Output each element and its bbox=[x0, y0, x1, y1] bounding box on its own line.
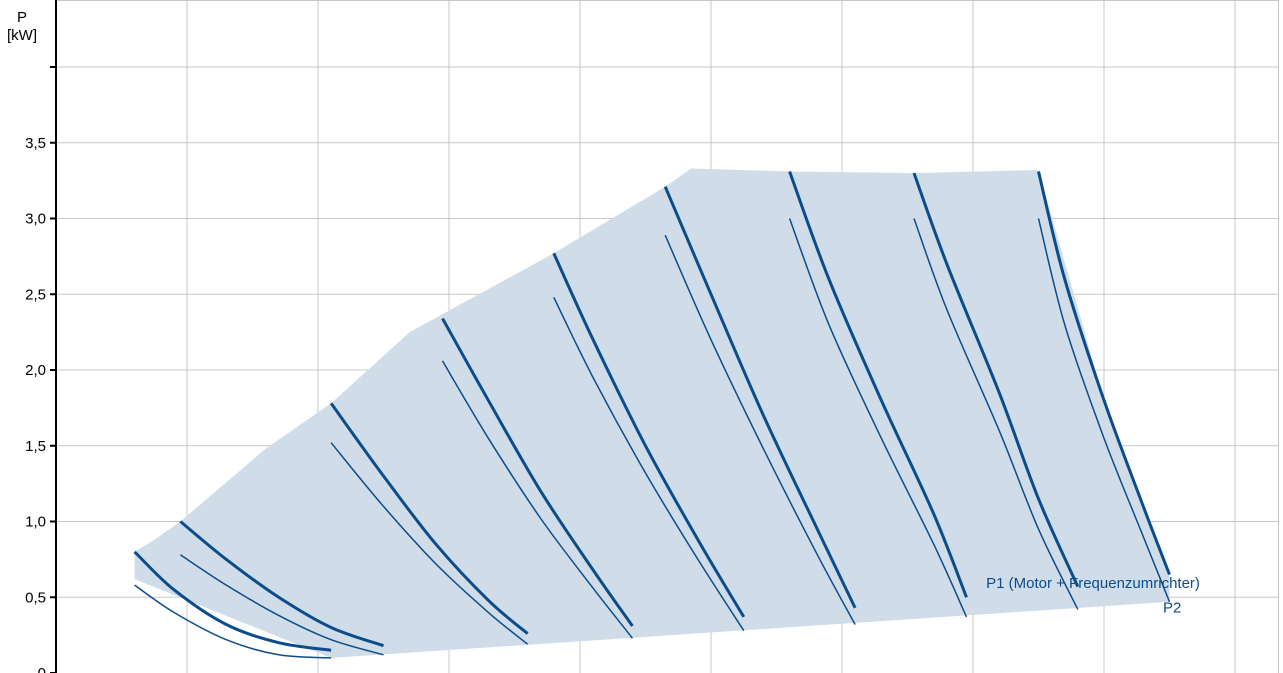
p2-curve-1 bbox=[134, 584, 332, 659]
p2-curve-9 bbox=[1037, 218, 1171, 603]
annotations: P1 (Motor + Frequenzumrichter) P2 bbox=[986, 575, 1200, 616]
p1-curve-2 bbox=[179, 520, 384, 648]
p2-curve-3 bbox=[330, 442, 529, 645]
y-tick-labels: 0 0,5 1,0 1,5 2,0 2,5 3,0 3,5 bbox=[25, 135, 46, 673]
y-axis-label-unit: [kW] bbox=[7, 27, 37, 44]
p2-curve-8 bbox=[913, 218, 1079, 610]
p2-curve-6 bbox=[664, 234, 856, 625]
p1-curve-8 bbox=[912, 172, 1080, 588]
p2-curve-5 bbox=[553, 296, 745, 632]
p2-curve-4 bbox=[441, 360, 633, 639]
p1-curve-3 bbox=[329, 402, 529, 635]
y-tick-label: 0 bbox=[38, 665, 46, 673]
curves bbox=[133, 170, 1171, 659]
p1-curve-9 bbox=[1037, 171, 1171, 576]
y-axis-label-symbol: P bbox=[17, 9, 27, 26]
p1-curve-4 bbox=[441, 317, 634, 627]
y-tick-label: 3,0 bbox=[25, 211, 46, 228]
p1-curve-7 bbox=[788, 170, 968, 598]
p2-curve-2 bbox=[179, 554, 384, 656]
series-annotation-1: P1 (Motor + Frequenzumrichter) bbox=[986, 575, 1200, 592]
y-tick-label: 1,5 bbox=[25, 438, 46, 455]
p1-curve-6 bbox=[663, 186, 857, 609]
series-annotation-2: P2 bbox=[1163, 599, 1181, 616]
p2-curve-7 bbox=[788, 218, 968, 618]
y-tick-label: 3,5 bbox=[25, 135, 46, 152]
p1-curve-5 bbox=[552, 252, 746, 618]
y-tick-label: 2,0 bbox=[25, 362, 46, 379]
y-tick-label: 0,5 bbox=[25, 589, 46, 606]
y-tick-label: 2,5 bbox=[25, 286, 46, 303]
y-tick-label: 1,0 bbox=[25, 514, 46, 531]
p1-curve-1 bbox=[133, 550, 332, 652]
operating-range-area bbox=[134, 168, 1170, 658]
axes bbox=[50, 0, 57, 673]
